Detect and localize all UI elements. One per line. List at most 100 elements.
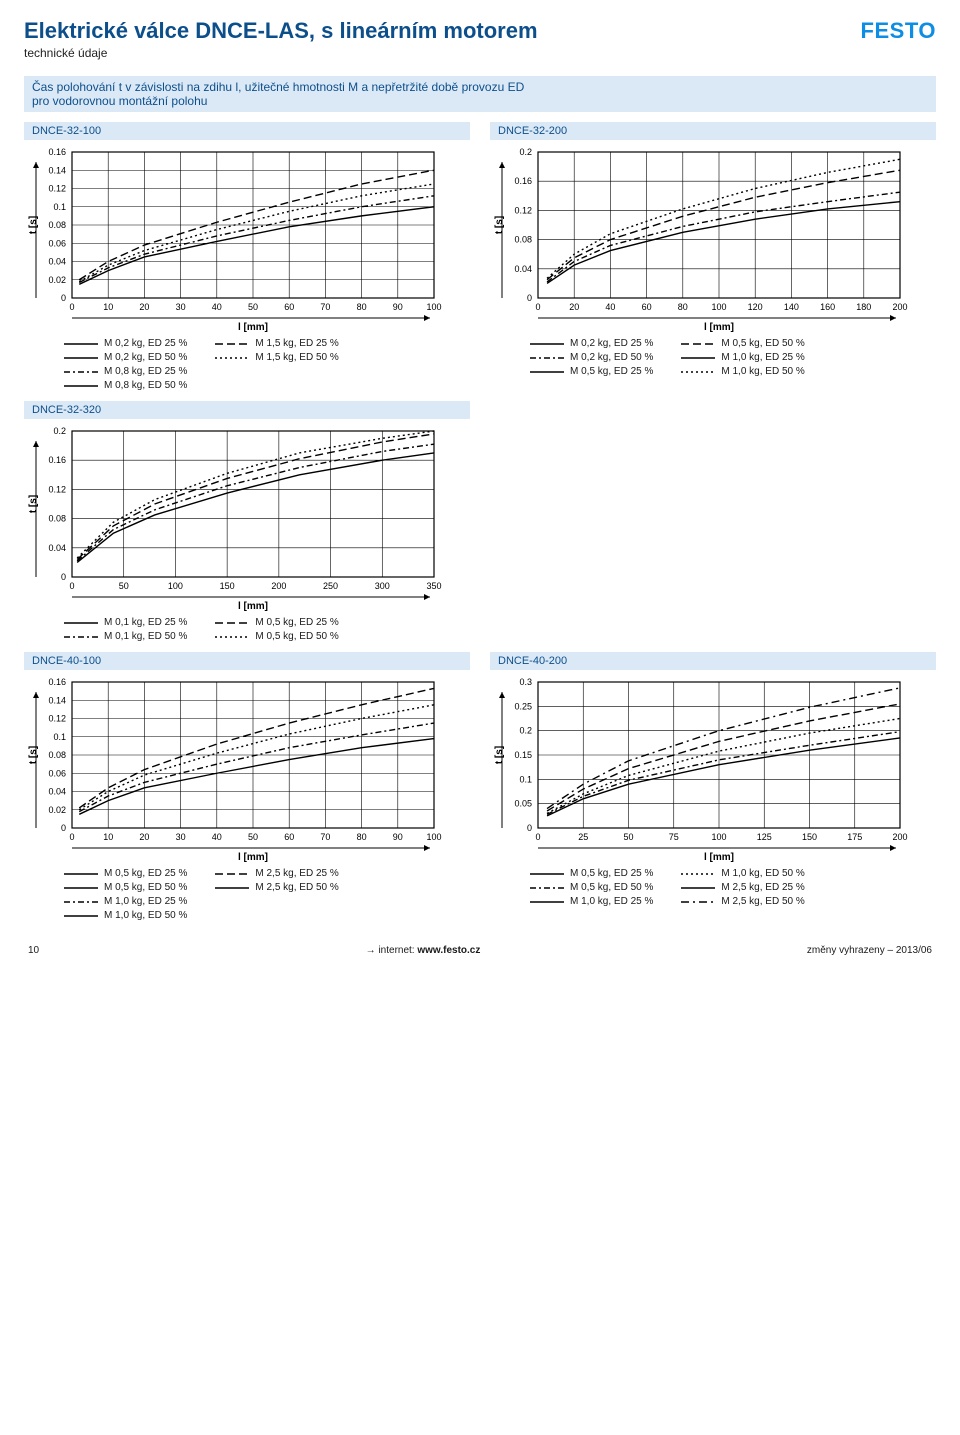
legend-label: M 1,0 kg, ED 50 % bbox=[721, 366, 804, 377]
svg-text:40: 40 bbox=[212, 302, 222, 312]
legend-item: M 1,5 kg, ED 25 % bbox=[215, 338, 338, 349]
svg-text:50: 50 bbox=[623, 832, 633, 842]
svg-text:0: 0 bbox=[69, 302, 74, 312]
legend-item: M 0,5 kg, ED 25 % bbox=[530, 868, 653, 879]
svg-text:0.04: 0.04 bbox=[48, 787, 66, 797]
svg-text:0.12: 0.12 bbox=[48, 184, 66, 194]
svg-text:0.02: 0.02 bbox=[48, 275, 66, 285]
svg-text:200: 200 bbox=[271, 581, 286, 591]
legend-item: M 1,5 kg, ED 50 % bbox=[215, 352, 338, 363]
svg-text:50: 50 bbox=[248, 302, 258, 312]
legend-label: M 0,1 kg, ED 50 % bbox=[104, 631, 187, 642]
svg-text:t [s]: t [s] bbox=[494, 216, 505, 234]
svg-text:80: 80 bbox=[678, 302, 688, 312]
legend-label: M 0,5 kg, ED 50 % bbox=[721, 338, 804, 349]
legend-item: M 0,1 kg, ED 25 % bbox=[64, 617, 187, 628]
section-heading: Čas polohování t v závislosti na zdihu l… bbox=[24, 76, 936, 112]
svg-text:20: 20 bbox=[139, 302, 149, 312]
svg-text:150: 150 bbox=[220, 581, 235, 591]
svg-text:0.1: 0.1 bbox=[53, 732, 66, 742]
svg-text:30: 30 bbox=[176, 832, 186, 842]
svg-text:0: 0 bbox=[69, 832, 74, 842]
svg-text:0.16: 0.16 bbox=[48, 677, 66, 687]
legend-label: M 0,5 kg, ED 25 % bbox=[570, 868, 653, 879]
legend-label: M 0,5 kg, ED 50 % bbox=[255, 631, 338, 642]
legend-item: M 2,5 kg, ED 50 % bbox=[215, 882, 338, 893]
legend-item: M 0,2 kg, ED 50 % bbox=[64, 352, 187, 363]
legend-c3: M 0,1 kg, ED 25 % M 0,1 kg, ED 50 % M 0,5 … bbox=[64, 617, 470, 642]
footer-center: → internet: www.festo.cz bbox=[366, 945, 481, 956]
svg-text:60: 60 bbox=[642, 302, 652, 312]
legend-label: M 0,2 kg, ED 25 % bbox=[104, 338, 187, 349]
svg-text:0.08: 0.08 bbox=[48, 750, 66, 760]
legend-label: M 0,5 kg, ED 25 % bbox=[104, 868, 187, 879]
svg-text:0: 0 bbox=[61, 823, 66, 833]
legend-item: M 0,5 kg, ED 25 % bbox=[215, 617, 338, 628]
svg-text:50: 50 bbox=[248, 832, 258, 842]
svg-text:100: 100 bbox=[426, 832, 441, 842]
svg-text:40: 40 bbox=[605, 302, 615, 312]
svg-text:0: 0 bbox=[535, 302, 540, 312]
legend-item: M 0,5 kg, ED 50 % bbox=[215, 631, 338, 642]
legend-c4: M 0,5 kg, ED 25 %M 0,5 kg, ED 50 %M 1,0 … bbox=[64, 868, 470, 921]
footer-center-prefix: → internet: bbox=[366, 945, 415, 956]
legend-c2: M 0,2 kg, ED 25 %M 0,2 kg, ED 50 %M 0,5 … bbox=[530, 338, 936, 377]
svg-text:70: 70 bbox=[320, 832, 330, 842]
legend-item: M 2,5 kg, ED 25 % bbox=[681, 882, 804, 893]
svg-text:t [s]: t [s] bbox=[28, 495, 39, 513]
legend-label: M 0,5 kg, ED 25 % bbox=[570, 366, 653, 377]
svg-text:0.1: 0.1 bbox=[53, 202, 66, 212]
legend-item: M 0,5 kg, ED 50 % bbox=[530, 882, 653, 893]
svg-text:20: 20 bbox=[569, 302, 579, 312]
section-line-2: pro vodorovnou montážní polohu bbox=[32, 94, 928, 108]
svg-text:0.08: 0.08 bbox=[48, 514, 66, 524]
legend-item: M 1,0 kg, ED 25 % bbox=[64, 896, 187, 907]
legend-item: M 0,5 kg, ED 25 % bbox=[64, 868, 187, 879]
footer-page-number: 10 bbox=[28, 945, 39, 956]
svg-text:0.3: 0.3 bbox=[519, 677, 532, 687]
svg-text:100: 100 bbox=[711, 832, 726, 842]
svg-text:10: 10 bbox=[103, 302, 113, 312]
svg-text:200: 200 bbox=[892, 302, 907, 312]
svg-text:0.14: 0.14 bbox=[48, 695, 66, 705]
section-line-1: Čas polohování t v závislosti na zdihu l… bbox=[32, 80, 928, 94]
legend-label: M 1,5 kg, ED 25 % bbox=[255, 338, 338, 349]
legend-label: M 1,0 kg, ED 25 % bbox=[570, 896, 653, 907]
svg-text:0.25: 0.25 bbox=[514, 701, 532, 711]
legend-label: M 1,5 kg, ED 50 % bbox=[255, 352, 338, 363]
svg-text:t [s]: t [s] bbox=[28, 216, 39, 234]
svg-text:0.05: 0.05 bbox=[514, 799, 532, 809]
svg-text:0.04: 0.04 bbox=[48, 543, 66, 553]
svg-text:350: 350 bbox=[426, 581, 441, 591]
svg-text:0: 0 bbox=[527, 293, 532, 303]
legend-label: M 2,5 kg, ED 50 % bbox=[721, 896, 804, 907]
svg-text:0.12: 0.12 bbox=[514, 205, 532, 215]
svg-text:250: 250 bbox=[323, 581, 338, 591]
legend-item: M 0,8 kg, ED 25 % bbox=[64, 366, 187, 377]
brand-logo: FESTO bbox=[861, 18, 936, 44]
svg-text:0.16: 0.16 bbox=[514, 176, 532, 186]
legend-label: M 0,8 kg, ED 50 % bbox=[104, 380, 187, 391]
svg-text:0: 0 bbox=[61, 572, 66, 582]
svg-text:90: 90 bbox=[393, 302, 403, 312]
svg-text:0.04: 0.04 bbox=[48, 257, 66, 267]
svg-text:0.16: 0.16 bbox=[48, 455, 66, 465]
legend-label: M 0,2 kg, ED 50 % bbox=[104, 352, 187, 363]
svg-text:0: 0 bbox=[61, 293, 66, 303]
svg-text:150: 150 bbox=[802, 832, 817, 842]
svg-text:200: 200 bbox=[892, 832, 907, 842]
legend-c5: M 0,5 kg, ED 25 % M 0,5 kg, ED 50 % M 1,0 … bbox=[530, 868, 936, 907]
legend-label: M 0,8 kg, ED 25 % bbox=[104, 366, 187, 377]
chart-c3: 05010015020025030035000.040.080.120.160.… bbox=[24, 423, 470, 613]
svg-text:20: 20 bbox=[139, 832, 149, 842]
legend-label: M 1,0 kg, ED 25 % bbox=[721, 352, 804, 363]
svg-text:l [mm]: l [mm] bbox=[238, 852, 268, 863]
svg-text:80: 80 bbox=[357, 832, 367, 842]
svg-text:0.2: 0.2 bbox=[53, 426, 66, 436]
chart-band-c1: DNCE-32-100 bbox=[24, 122, 470, 140]
svg-text:t [s]: t [s] bbox=[28, 746, 39, 764]
svg-text:120: 120 bbox=[748, 302, 763, 312]
chart-c4: 010203040506070809010000.020.040.060.080… bbox=[24, 674, 470, 864]
svg-text:0.12: 0.12 bbox=[48, 714, 66, 724]
footer-right: změny vyhrazeny – 2013/06 bbox=[807, 945, 932, 956]
